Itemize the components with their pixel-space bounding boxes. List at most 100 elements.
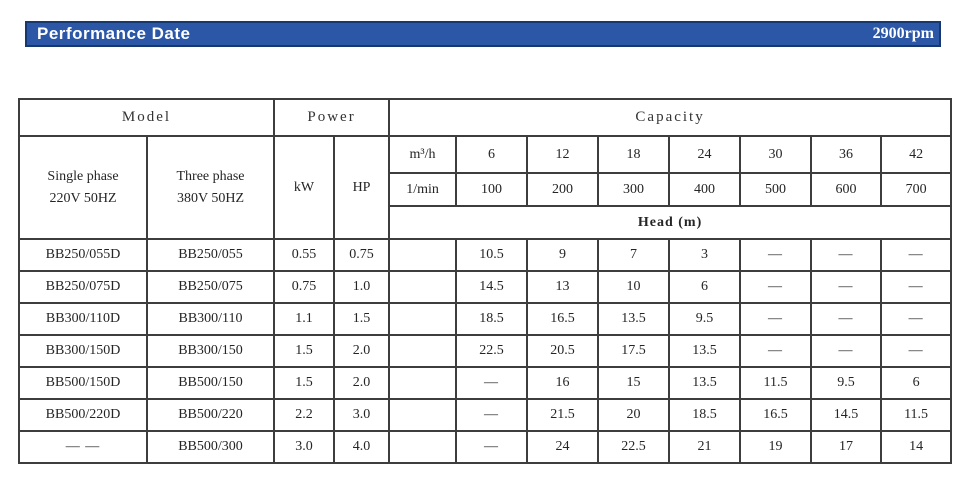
- head-value-cell: 6: [668, 270, 742, 304]
- lmin-unit-label: 1/min: [388, 172, 458, 207]
- single-phase-line2: 220V 50HZ: [49, 190, 117, 206]
- table-row: BB300/110D BB300/110 1.1 1.5 18.5 16.5 1…: [18, 302, 953, 336]
- head-value-cell: —: [739, 270, 813, 304]
- m3h-unit-label: m³/h: [388, 135, 458, 174]
- head-value-cell: 11.5: [880, 398, 953, 432]
- head-value-cell: 10.5: [455, 238, 529, 272]
- model-single-cell: BB300/110D: [18, 302, 148, 336]
- head-value-cell: 17: [810, 430, 883, 464]
- lmin-value-cell: 100: [455, 172, 529, 207]
- spacer-cell: [388, 302, 458, 336]
- model-three-cell: BB300/110: [145, 302, 276, 336]
- hp-cell: 0.75: [333, 238, 391, 272]
- title-bar: Performance Date 2900rpm: [25, 21, 941, 47]
- hp-cell: 2.0: [333, 366, 391, 400]
- spacer-cell: [388, 398, 458, 432]
- lmin-value-cell: 200: [526, 172, 600, 207]
- model-single-cell: BB250/075D: [18, 270, 148, 304]
- model-three-cell: BB500/300: [145, 430, 276, 464]
- model-three-cell: BB500/150: [145, 366, 276, 400]
- head-value-cell: 3: [668, 238, 742, 272]
- head-value-cell: —: [455, 366, 529, 400]
- head-value-cell: 21.5: [526, 398, 600, 432]
- head-value-cell: —: [810, 238, 883, 272]
- table-row: BB250/075D BB250/075 0.75 1.0 14.5 13 10…: [18, 270, 953, 304]
- table-row: BB500/220D BB500/220 2.2 3.0 — 21.5 20 1…: [18, 398, 953, 432]
- spacer-cell: [388, 238, 458, 272]
- model-three-cell: BB250/075: [145, 270, 276, 304]
- head-value-cell: —: [810, 334, 883, 368]
- head-value-cell: 13.5: [597, 302, 671, 336]
- kw-header: kW: [273, 135, 336, 240]
- head-value-cell: 22.5: [455, 334, 529, 368]
- model-single-cell: BB250/055D: [18, 238, 148, 272]
- head-value-cell: 16.5: [739, 398, 813, 432]
- head-value-cell: 14.5: [455, 270, 529, 304]
- spacer-cell: [388, 366, 458, 400]
- m3h-value-cell: 6: [455, 135, 529, 174]
- model-three-cell: BB300/150: [145, 334, 276, 368]
- spacer-cell: [388, 270, 458, 304]
- head-value-cell: 10: [597, 270, 671, 304]
- kw-cell: 2.2: [273, 398, 336, 432]
- hp-cell: 3.0: [333, 398, 391, 432]
- head-value-cell: —: [739, 238, 813, 272]
- model-header: Model: [17, 98, 276, 137]
- hp-header: HP: [333, 135, 391, 240]
- lmin-value-cell: 500: [739, 172, 813, 207]
- m3h-value-cell: 30: [739, 135, 813, 174]
- kw-cell: 1.5: [273, 366, 336, 400]
- lmin-value-cell: 700: [880, 172, 953, 207]
- three-phase-line2: 380V 50HZ: [176, 190, 245, 206]
- head-value-cell: 11.5: [739, 366, 813, 400]
- three-phase-header: Three phase 380V 50HZ: [145, 135, 276, 240]
- head-value-cell: 17.5: [597, 334, 671, 368]
- head-value-cell: 9.5: [668, 302, 742, 336]
- model-single-cell: — —: [18, 430, 148, 464]
- head-value-cell: 21: [668, 430, 742, 464]
- head-value-cell: 9: [526, 238, 600, 272]
- m3h-value-cell: 42: [880, 135, 953, 174]
- model-three-cell: BB250/055: [145, 238, 276, 272]
- head-value-cell: —: [880, 302, 953, 336]
- kw-cell: 1.1: [273, 302, 336, 336]
- m3h-value-cell: 12: [526, 135, 600, 174]
- head-value-cell: 13.5: [668, 334, 742, 368]
- lmin-value-cell: 600: [810, 172, 883, 207]
- hp-cell: 1.0: [333, 270, 391, 304]
- single-phase-header: Single phase 220V 50HZ: [18, 135, 148, 240]
- table-row: BB250/055D BB250/055 0.55 0.75 10.5 9 7 …: [18, 238, 953, 272]
- rpm-label: 2900rpm: [872, 25, 934, 42]
- single-phase-line1: Single phase: [47, 168, 119, 184]
- head-value-cell: 20.5: [526, 334, 600, 368]
- m3h-value-cell: 18: [597, 135, 671, 174]
- kw-cell: 3.0: [273, 430, 336, 464]
- model-three-cell: BB500/220: [145, 398, 276, 432]
- head-value-cell: —: [455, 430, 529, 464]
- head-value-cell: 20: [597, 398, 671, 432]
- capacity-header: Capacity: [388, 98, 953, 137]
- head-value-cell: 7: [597, 238, 671, 272]
- head-value-cell: 13.5: [668, 366, 742, 400]
- three-phase-line1: Three phase: [176, 168, 245, 184]
- head-value-cell: —: [880, 334, 953, 368]
- lmin-value-cell: 400: [668, 172, 742, 207]
- head-value-cell: 18.5: [455, 302, 529, 336]
- head-value-cell: 14.5: [810, 398, 883, 432]
- head-value-cell: —: [810, 270, 883, 304]
- head-value-cell: 14: [880, 430, 953, 464]
- power-header: Power: [273, 98, 391, 137]
- head-value-cell: —: [739, 334, 813, 368]
- head-value-cell: —: [880, 238, 953, 272]
- model-single-cell: BB500/150D: [18, 366, 148, 400]
- spacer-cell: [388, 334, 458, 368]
- hp-cell: 1.5: [333, 302, 391, 336]
- kw-cell: 1.5: [273, 334, 336, 368]
- head-value-cell: 19: [739, 430, 813, 464]
- head-value-cell: 16.5: [526, 302, 600, 336]
- head-value-cell: 16: [526, 366, 600, 400]
- spacer-cell: [388, 430, 458, 464]
- head-value-cell: 18.5: [668, 398, 742, 432]
- hp-cell: 2.0: [333, 334, 391, 368]
- head-value-cell: —: [455, 398, 529, 432]
